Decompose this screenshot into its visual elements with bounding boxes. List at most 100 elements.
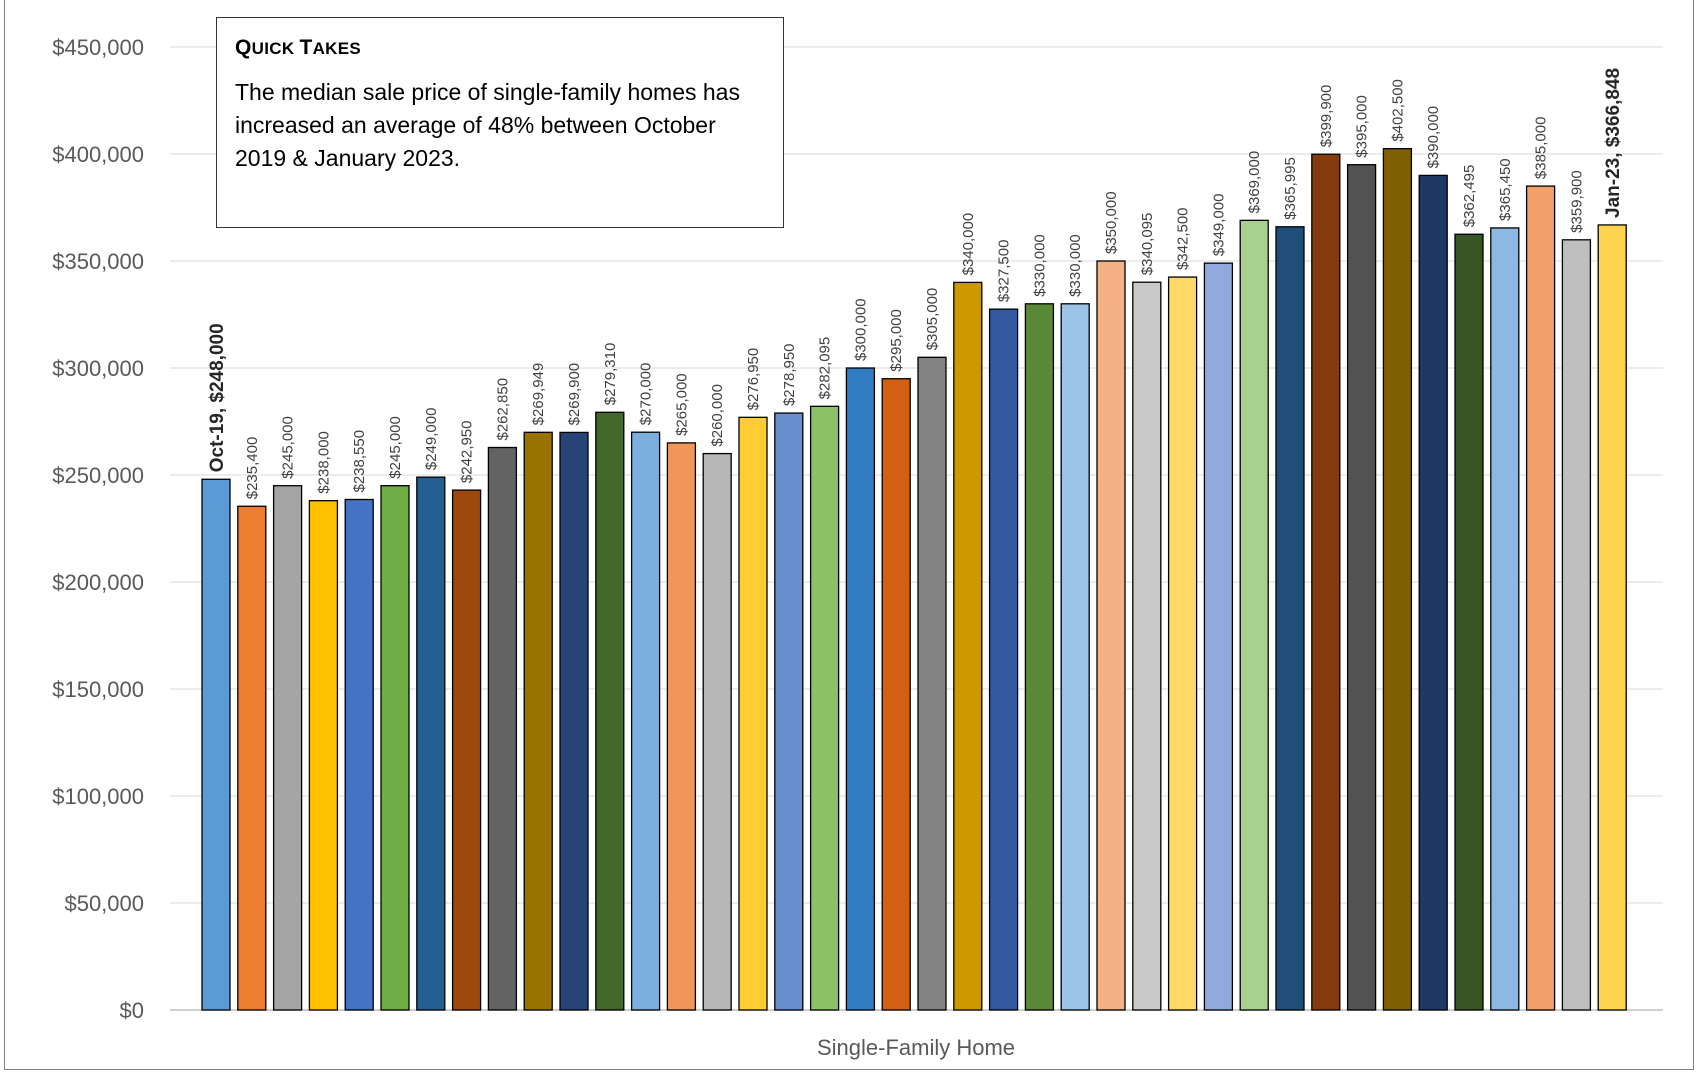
data-label: $235,400 <box>244 437 261 500</box>
data-label: $359,900 <box>1568 170 1585 233</box>
data-label: Jan-23, $366,848 <box>1603 68 1624 218</box>
data-label: $295,000 <box>888 309 905 372</box>
data-label: $349,000 <box>1210 194 1227 257</box>
y-tick-label: $350,000 <box>52 249 144 274</box>
bar <box>1167 276 1198 1011</box>
data-label: $385,000 <box>1533 117 1550 180</box>
quick-takes-box: QUICK TAKES The median sale price of sin… <box>216 17 784 228</box>
data-label: $399,900 <box>1318 85 1335 148</box>
data-label: $265,000 <box>673 373 690 436</box>
bar <box>953 281 983 1011</box>
bar <box>1024 303 1055 1011</box>
bar <box>523 431 553 1011</box>
data-label: Oct-19, $248,000 <box>207 323 228 472</box>
y-axis-tick-labels: $0 $50,000 $100,000 $150,000 $200,000 $250,00… <box>52 35 144 1023</box>
y-tick-label: $50,000 <box>64 891 144 916</box>
y-tick-label: $450,000 <box>52 35 144 60</box>
data-label: $245,000 <box>280 416 297 479</box>
data-label: $330,000 <box>1031 234 1048 297</box>
bar <box>917 356 947 1011</box>
bar <box>344 498 374 1011</box>
data-label: $342,500 <box>1175 207 1192 270</box>
data-label: $269,949 <box>530 363 547 426</box>
bar <box>1561 239 1592 1011</box>
bar <box>1096 260 1126 1011</box>
quick-takes-text: The median sale price of single-family h… <box>235 79 740 171</box>
bar <box>201 478 231 1011</box>
data-label: $262,850 <box>494 378 511 441</box>
y-tick-label: $0 <box>120 998 144 1023</box>
data-label: $305,000 <box>924 288 941 351</box>
bar <box>1060 303 1090 1011</box>
bar <box>809 405 840 1011</box>
data-label: $327,500 <box>996 240 1013 303</box>
data-label: $390,000 <box>1425 106 1442 169</box>
y-tick-label: $300,000 <box>52 356 144 381</box>
data-label: $369,000 <box>1246 151 1263 214</box>
data-label: $300,000 <box>852 298 869 361</box>
bar <box>988 308 1019 1011</box>
y-tick-label: $400,000 <box>52 142 144 167</box>
data-label: $270,000 <box>638 363 655 426</box>
x-axis-label: Single-Family Home <box>817 1035 1015 1060</box>
bar <box>595 411 625 1011</box>
data-labels: Oct-19, $248,000 $235,400 $245,000 $238,000… <box>207 68 1624 499</box>
y-tick-label: $250,000 <box>52 463 144 488</box>
bar <box>1239 219 1269 1011</box>
bar <box>630 431 661 1011</box>
bar <box>1203 262 1234 1011</box>
data-label: $362,495 <box>1461 165 1478 228</box>
quick-takes-title-t: T <box>299 36 313 59</box>
data-label: $276,950 <box>745 348 762 411</box>
data-label: $395,000 <box>1354 95 1371 158</box>
data-label: $238,550 <box>351 430 368 493</box>
quick-takes-title: QUICK TAKES <box>235 36 765 60</box>
data-label: $260,000 <box>709 384 726 447</box>
bar <box>1346 164 1377 1011</box>
bar <box>1132 281 1162 1011</box>
bar <box>237 505 267 1011</box>
bar <box>1597 224 1627 1011</box>
bar <box>1490 227 1520 1011</box>
y-tick-label: $100,000 <box>52 784 144 809</box>
bar <box>845 367 876 1011</box>
data-label: $282,095 <box>817 337 834 400</box>
bar <box>738 416 768 1011</box>
data-label: $350,000 <box>1103 191 1120 254</box>
bar <box>559 431 589 1011</box>
data-label: $249,000 <box>423 408 440 471</box>
bar <box>1525 185 1556 1011</box>
data-label: $340,095 <box>1139 213 1156 276</box>
bar <box>272 485 303 1011</box>
quick-takes-title-q: Q <box>235 36 252 59</box>
data-label: $365,450 <box>1497 158 1514 221</box>
data-label: $245,000 <box>387 416 404 479</box>
bar <box>1382 147 1413 1011</box>
bar <box>666 442 697 1011</box>
bar <box>308 500 339 1011</box>
y-tick-label: $200,000 <box>52 570 144 595</box>
bar <box>1275 226 1305 1011</box>
bar <box>1311 153 1341 1011</box>
data-label: $238,000 <box>315 431 332 494</box>
bar <box>1454 233 1484 1011</box>
y-tick-label: $150,000 <box>52 677 144 702</box>
data-label: $402,500 <box>1389 79 1406 142</box>
bar <box>451 489 482 1011</box>
data-label: $279,310 <box>602 343 619 406</box>
quick-takes-title-uick: UICK <box>251 39 295 58</box>
quick-takes-title-akes: AKES <box>312 39 362 58</box>
data-label: $242,950 <box>459 421 476 484</box>
data-label: $365,995 <box>1282 157 1299 220</box>
bar <box>1418 174 1448 1011</box>
bar <box>416 476 446 1011</box>
data-label: $330,000 <box>1067 234 1084 297</box>
data-label: $340,000 <box>960 213 977 276</box>
bar <box>487 446 518 1011</box>
bars <box>201 147 1627 1011</box>
bar <box>774 412 804 1011</box>
data-label: $269,900 <box>566 363 583 426</box>
bar <box>881 378 911 1011</box>
bar <box>702 452 732 1011</box>
